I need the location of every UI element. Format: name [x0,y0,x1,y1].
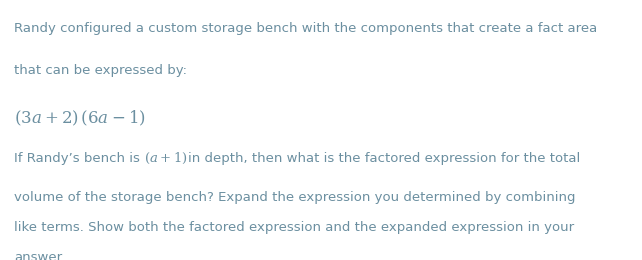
Text: that can be expressed by:: that can be expressed by: [14,64,187,77]
Text: answer.: answer. [14,251,65,260]
Text: Randy configured a custom storage bench with the components that create a fact a: Randy configured a custom storage bench … [14,22,597,35]
Text: like terms. Show both the factored expression and the expanded expression in you: like terms. Show both the factored expre… [14,221,574,234]
Text: $(a + 1)$: $(a + 1)$ [144,151,188,166]
Text: $(3a + 2)\,(6a - 1)$: $(3a + 2)\,(6a - 1)$ [14,109,146,128]
Text: volume of the storage bench? Expand the expression you determined by combining: volume of the storage bench? Expand the … [14,191,576,204]
Text: If Randy’s bench is: If Randy’s bench is [14,152,144,165]
Text: in depth, then what is the factored expression for the total: in depth, then what is the factored expr… [188,152,580,165]
